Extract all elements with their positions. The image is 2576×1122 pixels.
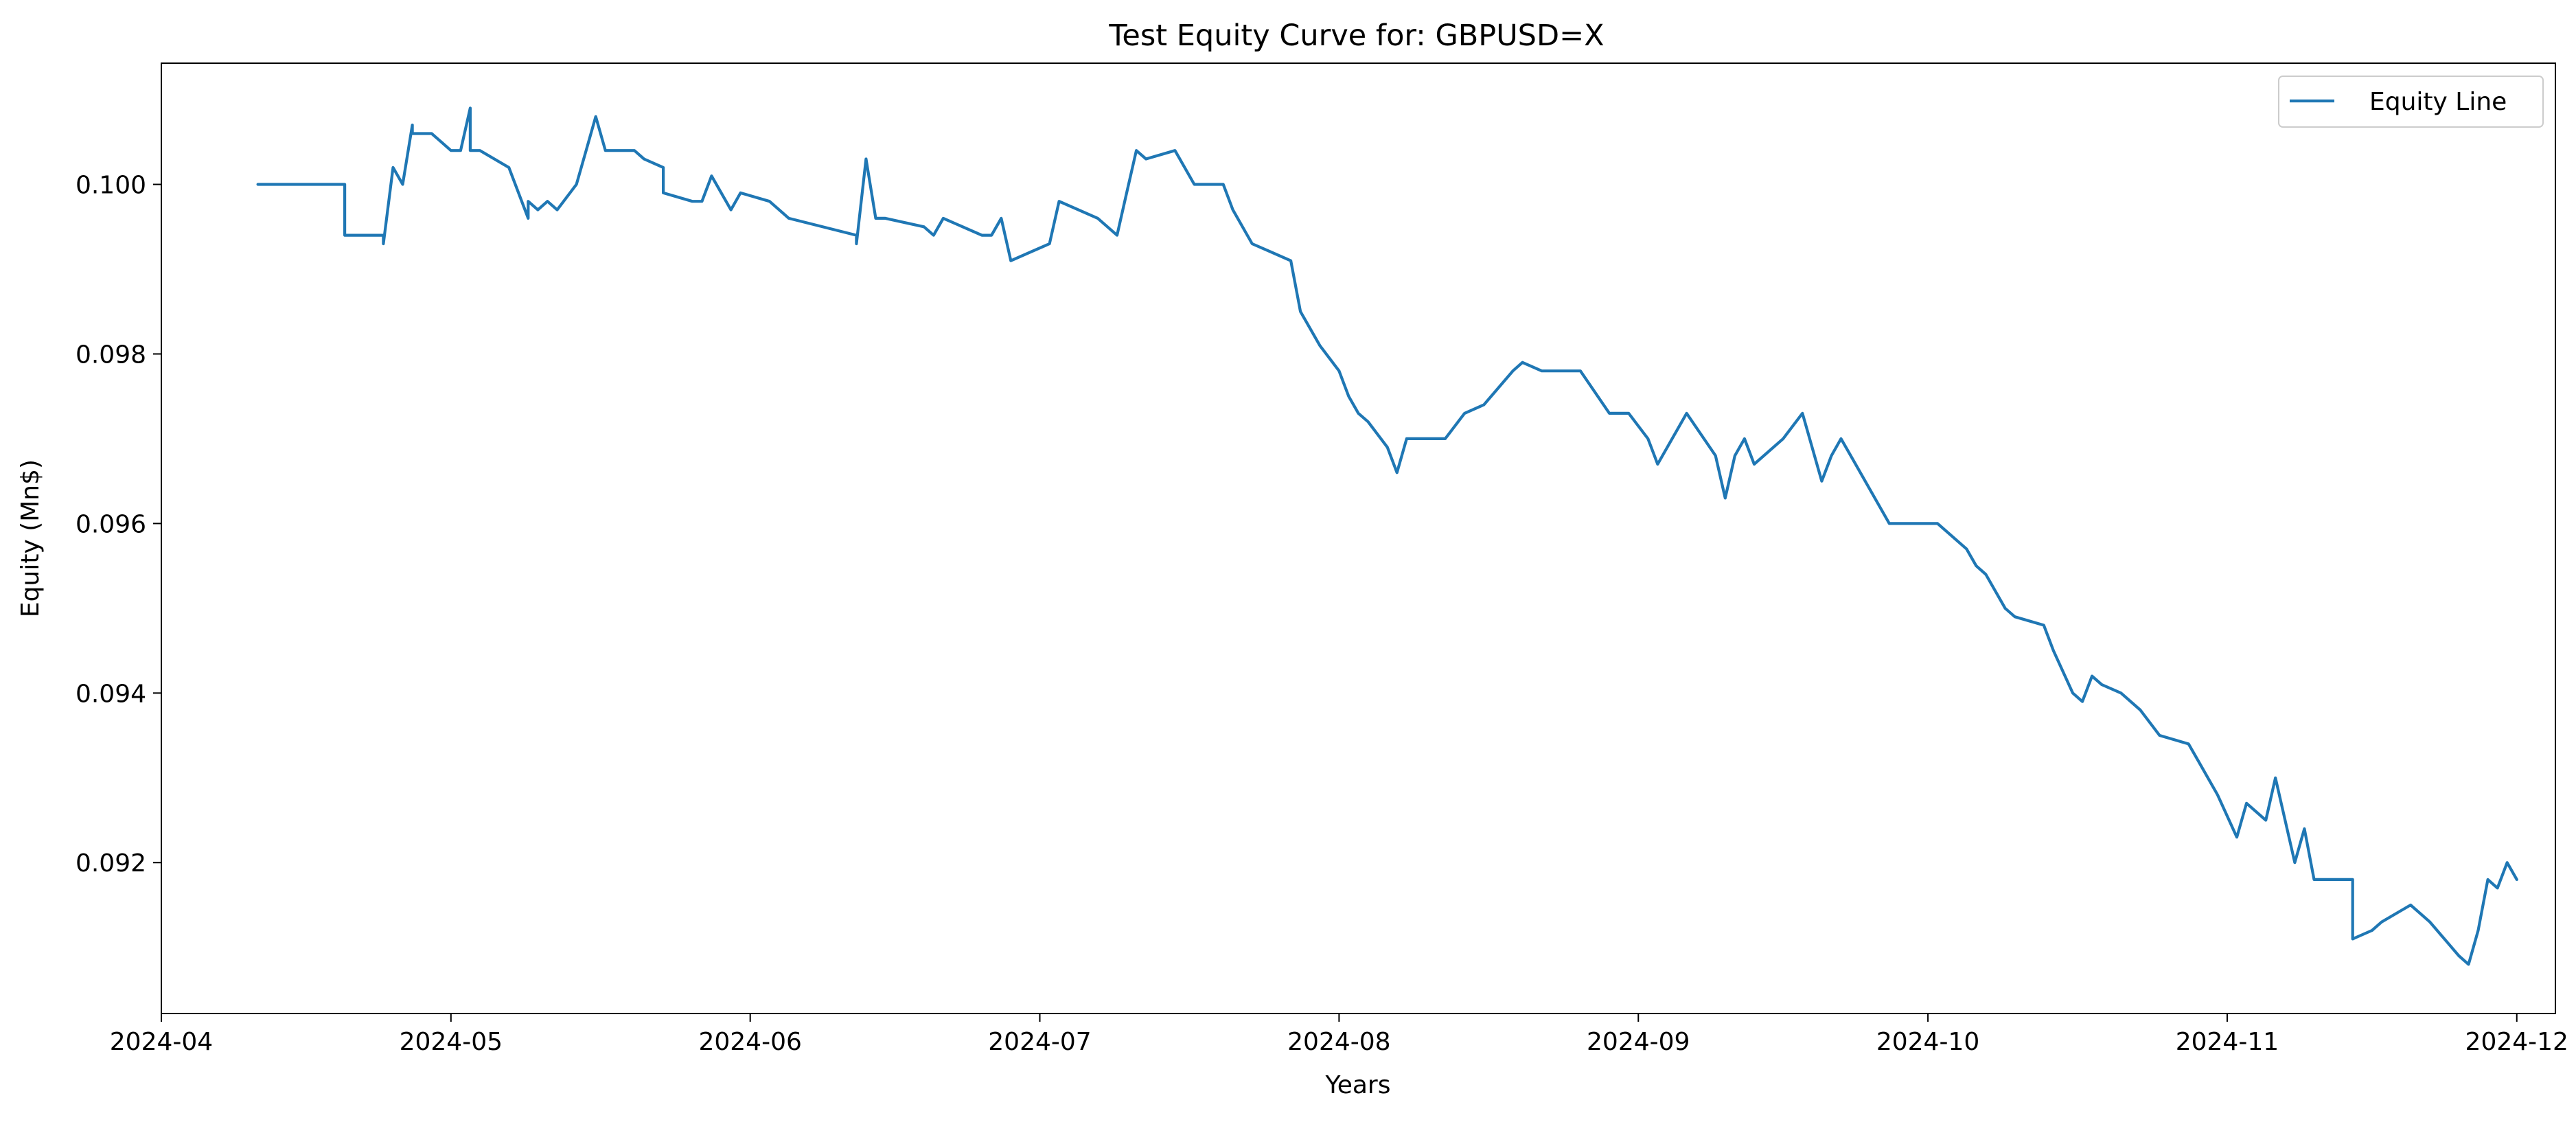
legend-label-equity-line: Equity Line: [2369, 88, 2507, 116]
y-tick-label: 0.096: [76, 510, 146, 538]
x-axis-ticks: 2024-04 2024-05 2024-06 2024-07 2024-08 2024-…: [110, 1014, 2568, 1056]
x-tick-label: 2024-07: [988, 1028, 1091, 1056]
x-tick-label: 2024-10: [1876, 1028, 1979, 1056]
x-tick-label: 2024-04: [110, 1028, 213, 1056]
legend-box: [2278, 76, 2544, 128]
y-tick-label: 0.092: [76, 849, 146, 878]
y-tick-label: 0.100: [76, 172, 146, 200]
chart-title: Test Equity Curve for: GBPUSD=X: [1108, 19, 1604, 53]
x-axis-label: Years: [1325, 1071, 1391, 1099]
x-tick-label: 2024-09: [1587, 1028, 1690, 1056]
y-tick-label: 0.094: [76, 680, 146, 708]
legend: Equity Line: [2278, 76, 2544, 128]
x-tick-label: 2024-11: [2176, 1028, 2279, 1056]
x-tick-label: 2024-12: [2465, 1028, 2568, 1056]
plot-area: [256, 106, 2518, 966]
axes-frame: [161, 62, 2556, 1014]
x-tick-label: 2024-06: [698, 1028, 801, 1056]
y-tick-label: 0.098: [76, 341, 146, 369]
x-tick-label: 2024-08: [1287, 1028, 1390, 1056]
equity-line-series: [256, 106, 2518, 966]
y-axis-label: Equity (Mn$): [16, 459, 45, 617]
x-tick-label: 2024-05: [400, 1028, 503, 1056]
y-axis-ticks: 0.092 0.094 0.096 0.098 0.100: [76, 172, 161, 878]
